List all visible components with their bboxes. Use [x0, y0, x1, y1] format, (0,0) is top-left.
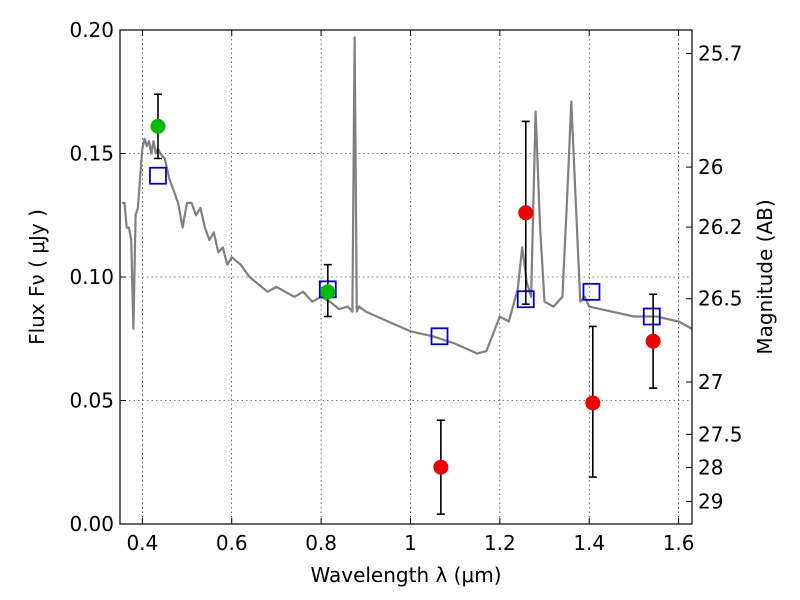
mag-tick-label: 26.5	[698, 287, 743, 311]
model-square-marker	[430, 327, 449, 346]
data-point	[645, 333, 661, 349]
y-tick-label: 0.05	[69, 389, 114, 413]
data-point	[585, 395, 601, 411]
model-spectrum-line	[122, 36, 693, 355]
y2-axis-label: Magnitude (AB)	[753, 199, 777, 354]
x-axis-label: Wavelength λ (μm)	[310, 563, 501, 587]
x-tick-label: 1.2	[484, 531, 516, 555]
data-point	[518, 205, 534, 221]
x-tick-label: 0.8	[305, 531, 337, 555]
y-tick-label: 0.20	[69, 18, 114, 42]
grid-layer	[120, 29, 692, 525]
model-curve-layer	[122, 36, 693, 355]
markers-layer	[149, 93, 661, 515]
data-point	[320, 284, 336, 300]
mag-tick-label: 29	[698, 490, 723, 514]
model-square-marker	[149, 166, 167, 185]
mag-tick-label: 28	[698, 455, 723, 479]
model-square-marker	[642, 307, 661, 326]
x-tick-label: 0.6	[216, 531, 248, 555]
y-tick-label: 0.10	[69, 265, 114, 289]
data-point	[150, 118, 166, 134]
ticks-layer: 0.4 0.6 0.8 1 1.2 1.4 1.6 0.00 0.05 0.10 0.15 0.20 2…	[69, 18, 742, 555]
model-square-marker	[582, 282, 601, 301]
mag-tick-label: 27	[698, 370, 723, 394]
mag-tick-label: 27.5	[698, 422, 743, 446]
y-tick-label: 0.00	[69, 512, 114, 536]
y-axis-label: Flux Fν ( μJy )	[25, 209, 49, 345]
mag-tick-label: 25.7	[698, 41, 743, 65]
mag-tick-label: 26	[698, 155, 723, 179]
x-tick-label: 0.4	[126, 531, 158, 555]
x-tick-label: 1.4	[573, 531, 605, 555]
data-point	[433, 459, 449, 475]
y-tick-label: 0.15	[69, 142, 114, 166]
x-tick-label: 1	[404, 531, 417, 555]
mag-tick-label: 26.2	[698, 215, 743, 239]
x-tick-label: 1.6	[663, 531, 695, 555]
